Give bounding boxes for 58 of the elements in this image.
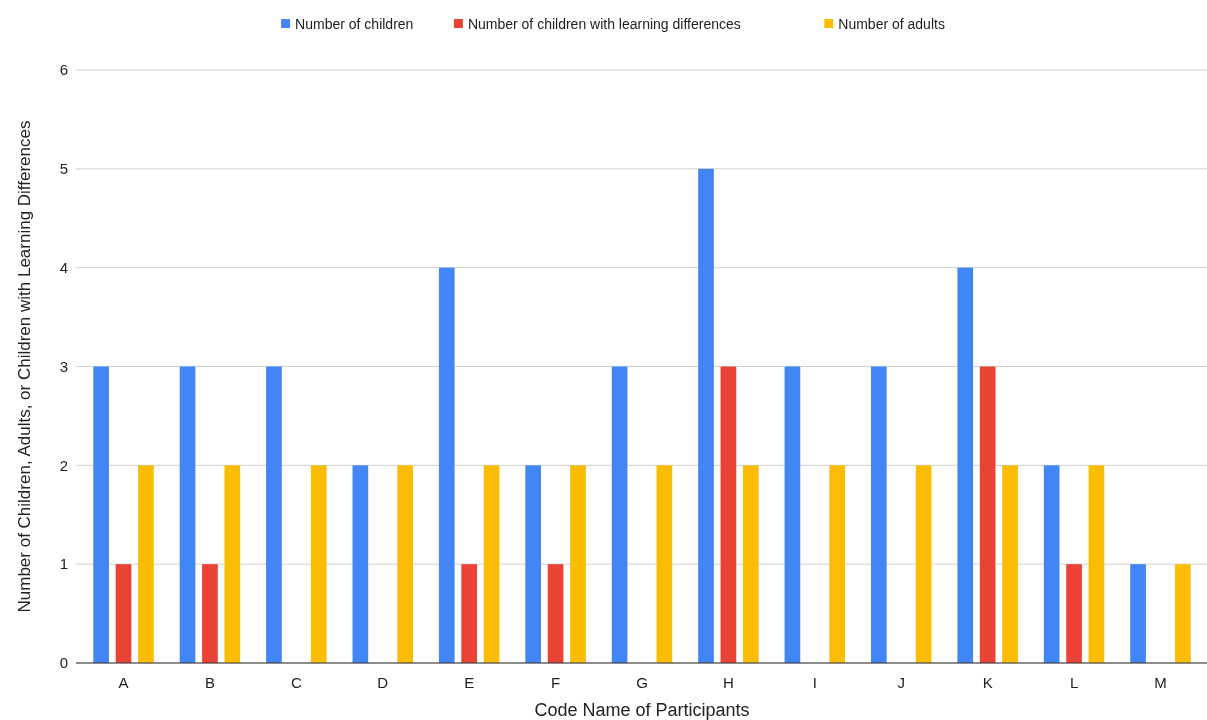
x-tick-label: A bbox=[118, 674, 129, 692]
bar bbox=[93, 366, 109, 663]
bar bbox=[202, 564, 218, 663]
bar bbox=[1088, 465, 1105, 663]
y-tick-label: 5 bbox=[59, 160, 68, 178]
bar bbox=[698, 168, 714, 663]
x-tick-label: F bbox=[551, 674, 561, 692]
bar bbox=[720, 366, 737, 663]
bar bbox=[547, 564, 564, 663]
bar bbox=[1066, 564, 1082, 663]
bar bbox=[310, 465, 327, 663]
bar bbox=[656, 465, 673, 663]
x-axis-title: Code Name of Participants bbox=[534, 700, 750, 720]
legend-label: Number of adults bbox=[838, 15, 945, 32]
x-tick-label: L bbox=[1069, 674, 1079, 692]
bar bbox=[438, 267, 455, 663]
y-tick-label: 4 bbox=[59, 258, 68, 276]
bar bbox=[570, 465, 586, 663]
bar bbox=[179, 366, 196, 663]
bar bbox=[266, 366, 282, 663]
bar bbox=[957, 267, 974, 663]
y-tick-label: 3 bbox=[59, 357, 68, 375]
y-tick-label: 0 bbox=[59, 654, 68, 672]
x-tick-label: G bbox=[636, 674, 648, 692]
y-axis-title: Number of Children, Adults, or Children with Learning Differences bbox=[15, 120, 34, 613]
bar bbox=[397, 465, 414, 663]
bar bbox=[870, 366, 887, 663]
bar bbox=[483, 465, 500, 663]
legend-label: Number of children with learning differences bbox=[467, 15, 741, 32]
x-tick-label: I bbox=[812, 674, 817, 692]
bar bbox=[115, 564, 132, 663]
x-tick-label: D bbox=[377, 674, 389, 692]
x-tick-label: E bbox=[464, 674, 475, 692]
bar bbox=[915, 465, 932, 663]
bar bbox=[1043, 465, 1060, 663]
x-tick-label: M bbox=[1154, 674, 1167, 692]
x-tick-label: H bbox=[722, 674, 734, 692]
x-tick-label: K bbox=[982, 674, 993, 692]
bar bbox=[525, 465, 542, 663]
bar bbox=[1002, 465, 1018, 663]
bar bbox=[1175, 564, 1191, 663]
bar bbox=[138, 465, 154, 663]
bar bbox=[224, 465, 241, 663]
bar bbox=[784, 366, 801, 663]
bar bbox=[742, 465, 759, 663]
x-tick-label: C bbox=[290, 674, 302, 692]
bar bbox=[611, 366, 628, 663]
x-tick-label: B bbox=[204, 674, 215, 692]
x-tick-label: J bbox=[897, 674, 905, 692]
y-tick-label: 6 bbox=[59, 61, 68, 79]
bar bbox=[829, 465, 846, 663]
bar bbox=[1130, 564, 1146, 663]
bar bbox=[461, 564, 478, 663]
y-tick-label: 2 bbox=[59, 456, 68, 474]
bar bbox=[352, 465, 369, 663]
y-tick-label: 1 bbox=[59, 555, 68, 573]
bar bbox=[979, 366, 996, 663]
legend-label: Number of children bbox=[295, 15, 414, 32]
